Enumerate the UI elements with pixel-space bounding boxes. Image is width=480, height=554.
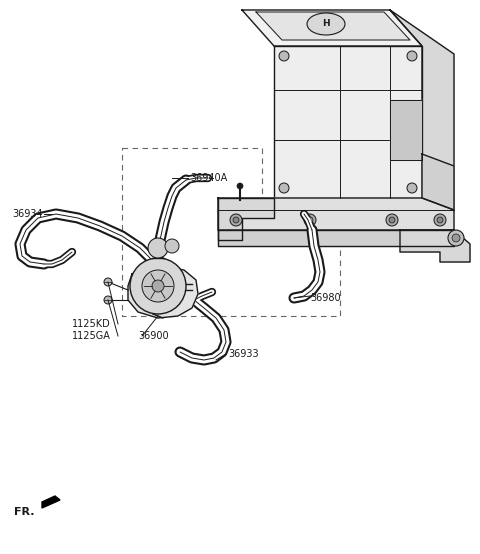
Circle shape xyxy=(230,214,242,226)
Text: FR.: FR. xyxy=(14,507,35,517)
Circle shape xyxy=(104,278,112,286)
Circle shape xyxy=(279,51,289,61)
Polygon shape xyxy=(218,230,454,246)
Text: 36940A: 36940A xyxy=(190,173,227,183)
Polygon shape xyxy=(218,198,274,240)
Polygon shape xyxy=(390,100,422,160)
Circle shape xyxy=(279,183,289,193)
Circle shape xyxy=(148,238,168,258)
Polygon shape xyxy=(422,154,454,210)
Circle shape xyxy=(152,280,164,292)
Circle shape xyxy=(307,217,313,223)
Circle shape xyxy=(130,258,186,314)
Circle shape xyxy=(407,51,417,61)
Circle shape xyxy=(104,296,112,304)
Circle shape xyxy=(448,230,464,246)
Circle shape xyxy=(389,217,395,223)
Polygon shape xyxy=(400,230,470,262)
Circle shape xyxy=(437,217,443,223)
Polygon shape xyxy=(256,12,410,40)
Circle shape xyxy=(165,239,179,253)
Text: 36933: 36933 xyxy=(228,349,259,359)
Ellipse shape xyxy=(307,13,345,35)
Circle shape xyxy=(452,234,460,242)
Polygon shape xyxy=(274,46,422,198)
Text: 36980: 36980 xyxy=(310,293,341,303)
Text: 1125GA: 1125GA xyxy=(72,331,111,341)
Text: 1125KD: 1125KD xyxy=(72,319,111,329)
Polygon shape xyxy=(390,10,454,210)
Polygon shape xyxy=(242,10,422,46)
Text: 36900: 36900 xyxy=(138,331,168,341)
Circle shape xyxy=(237,183,243,189)
Polygon shape xyxy=(42,496,60,508)
Polygon shape xyxy=(218,198,454,230)
Text: H: H xyxy=(322,19,330,28)
Circle shape xyxy=(407,183,417,193)
Circle shape xyxy=(142,270,174,302)
Circle shape xyxy=(304,214,316,226)
Circle shape xyxy=(386,214,398,226)
Polygon shape xyxy=(128,266,198,318)
Circle shape xyxy=(233,217,239,223)
Circle shape xyxy=(434,214,446,226)
Text: 36934: 36934 xyxy=(12,209,43,219)
